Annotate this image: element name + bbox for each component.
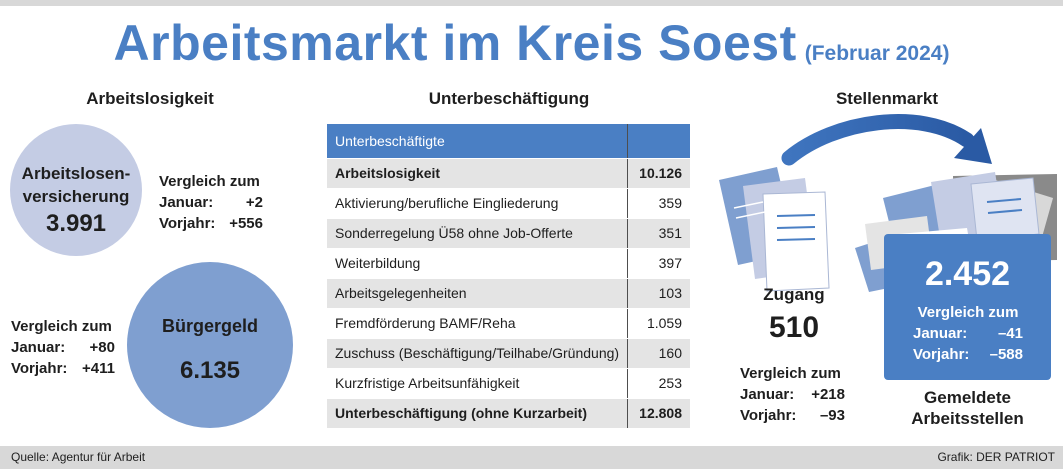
table-header-value <box>627 124 690 159</box>
buergergeld-comparison: Vergleich zum Januar: +80 Vorjahr: +411 <box>11 316 115 379</box>
buergergeld-januar-label: Januar: <box>11 339 66 356</box>
row-label: Sonderregelung Ü58 ohne Job-Offerte <box>327 218 628 249</box>
zugang-vorjahr-label: Vorjahr: <box>740 407 797 424</box>
gemeldet-label-line1: Gemeldete <box>924 388 1011 407</box>
title-main: Arbeitsmarkt im Kreis Soest <box>113 15 797 71</box>
footer-source: Quelle: Agentur für Arbeit <box>11 450 146 464</box>
buergergeld-vorjahr-label: Vorjahr: <box>11 360 68 377</box>
document-stack-left-icon <box>719 167 830 292</box>
table-row: Sonderregelung Ü58 ohne Job-Offerte 351 <box>327 218 690 249</box>
row-value: 1.059 <box>627 308 690 339</box>
row-label: Fremdförderung BAMF/Reha <box>327 308 628 339</box>
row-value: 103 <box>627 278 690 309</box>
table-row: Arbeitsgelegenheiten 103 <box>327 278 690 309</box>
unterbeschaeftigung-table: Unterbeschäftigte Arbeitslosigkeit 10.12… <box>327 124 690 429</box>
footer-credit: Grafik: DER PATRIOT <box>937 450 1055 464</box>
page-title: Arbeitsmarkt im Kreis Soest (Februar 2024… <box>0 14 1063 72</box>
buergergeld-januar-value: +80 <box>89 339 115 356</box>
zugang-januar-value: +218 <box>811 386 845 403</box>
row-label: Kurzfristige Arbeitsunfähigkeit <box>327 368 628 399</box>
section-heading-arbeitslosigkeit: Arbeitslosigkeit <box>86 89 214 108</box>
table-row-total: Unterbeschäftigung (ohne Kurzarbeit) 12.… <box>327 398 690 429</box>
buergergeld-compare-title: Vergleich zum <box>11 318 112 335</box>
versicherung-label-line1: Arbeitslosen- <box>21 164 131 183</box>
row-label: Weiterbildung <box>327 248 628 279</box>
versicherung-januar-label: Januar: <box>159 194 214 211</box>
zugang-vorjahr-value: –93 <box>819 407 845 424</box>
row-value: 10.126 <box>627 158 690 189</box>
table-row: Zuschuss (Beschäftigung/Teilhabe/Gründun… <box>327 338 690 369</box>
versicherung-vorjahr-value: +556 <box>229 215 263 232</box>
zugang-comparison: Vergleich zum Januar: +218 Vorjahr: –93 <box>740 363 845 426</box>
footer: Quelle: Agentur für Arbeit Grafik: DER P… <box>0 446 1063 469</box>
gemeldet-label-line2: Arbeitsstellen <box>911 409 1024 428</box>
versicherung-value: 3.991 <box>45 210 107 237</box>
table-row: Aktivierung/berufliche Eingliederung 359 <box>327 188 690 219</box>
table-header-label: Unterbeschäftigte <box>327 124 628 159</box>
row-value: 160 <box>627 338 690 369</box>
zugang-januar-label: Januar: <box>740 386 795 403</box>
row-value: 397 <box>627 248 690 279</box>
table-row: Fremdförderung BAMF/Reha 1.059 <box>327 308 690 339</box>
row-value: 12.808 <box>627 398 690 429</box>
title-date: (Februar 2024) <box>804 42 950 65</box>
table-header-row: Unterbeschäftigte <box>327 124 690 159</box>
circle-buergergeld <box>127 262 293 428</box>
gemeldet-januar-value: –41 <box>997 325 1023 342</box>
table-row: Arbeitslosigkeit 10.126 <box>327 158 690 189</box>
buergergeld-value: 6.135 <box>179 357 241 384</box>
section-heading-unterbeschaeftigung: Unterbeschäftigung <box>428 89 590 108</box>
row-value: 253 <box>627 368 690 399</box>
row-label: Arbeitslosigkeit <box>327 158 628 189</box>
gemeldete-stellen-box <box>884 234 1051 380</box>
zugang-value: 510 <box>768 311 820 344</box>
circle-arbeitslosenversicherung <box>10 124 142 256</box>
versicherung-label: Arbeitslosen- versicherung <box>10 162 142 208</box>
gemeldet-comparison: Vergleich zum Januar: –41 Vorjahr: –588 <box>913 302 1023 365</box>
gemeldet-compare-title: Vergleich zum <box>917 304 1019 321</box>
row-value: 359 <box>627 188 690 219</box>
row-label: Unterbeschäftigung (ohne Kurzarbeit) <box>327 398 628 429</box>
table-row: Weiterbildung 397 <box>327 248 690 279</box>
section-heading-stellenmarkt: Stellenmarkt <box>835 89 939 108</box>
zugang-compare-title: Vergleich zum <box>740 365 841 382</box>
gemeldet-vorjahr-label: Vorjahr: <box>913 346 970 363</box>
row-label: Aktivierung/berufliche Eingliederung <box>327 188 628 219</box>
versicherung-comparison: Vergleich zum Januar: +2 Vorjahr: +556 <box>159 171 263 234</box>
row-value: 351 <box>627 218 690 249</box>
versicherung-compare-title: Vergleich zum <box>159 173 260 190</box>
buergergeld-label: Bürgergeld <box>161 316 258 336</box>
table-row: Kurzfristige Arbeitsunfähigkeit 253 <box>327 368 690 399</box>
zugang-label: Zugang <box>763 285 825 304</box>
top-bar <box>0 0 1063 6</box>
row-label: Arbeitsgelegenheiten <box>327 278 628 309</box>
arrow-icon <box>781 114 992 166</box>
versicherung-label-line2: versicherung <box>22 187 130 206</box>
gemeldet-januar-label: Januar: <box>913 325 968 342</box>
gemeldet-value: 2.452 <box>924 255 1011 293</box>
versicherung-vorjahr-label: Vorjahr: <box>159 215 216 232</box>
buergergeld-vorjahr-value: +411 <box>82 360 115 377</box>
gemeldet-vorjahr-value: –588 <box>989 346 1023 363</box>
versicherung-januar-value: +2 <box>245 194 263 211</box>
gemeldet-label: Gemeldete Arbeitsstellen <box>880 387 1055 429</box>
row-label: Zuschuss (Beschäftigung/Teilhabe/Gründun… <box>327 338 628 369</box>
